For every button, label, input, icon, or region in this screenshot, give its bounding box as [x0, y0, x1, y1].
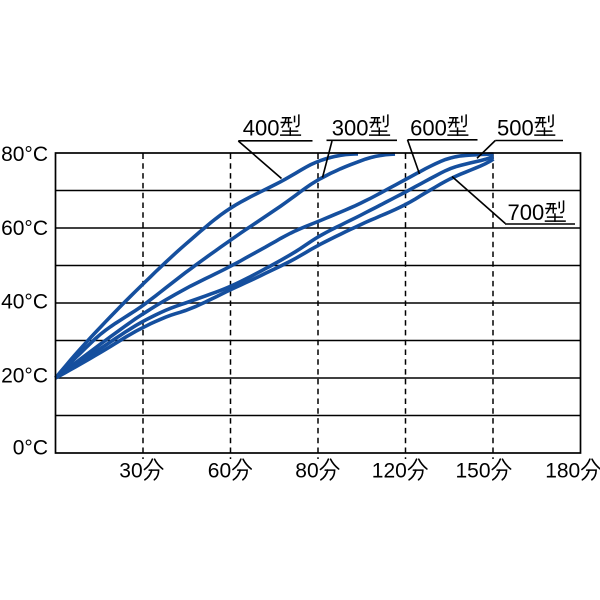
- svg-text:300: 300: [332, 116, 369, 141]
- svg-text:40°C: 40°C: [1, 291, 48, 314]
- svg-text:400: 400: [243, 116, 280, 141]
- svg-text:150: 150: [456, 460, 491, 483]
- svg-text:600: 600: [410, 116, 447, 141]
- svg-text:80: 80: [295, 460, 318, 483]
- svg-text:0°C: 0°C: [13, 437, 48, 460]
- svg-text:700: 700: [508, 200, 545, 225]
- svg-text:20°C: 20°C: [1, 364, 48, 387]
- svg-text:80°C: 80°C: [1, 143, 48, 166]
- svg-text:60: 60: [208, 460, 231, 483]
- svg-text:30: 30: [119, 460, 142, 483]
- svg-text:120: 120: [372, 460, 407, 483]
- svg-text:500: 500: [497, 116, 534, 141]
- svg-text:180: 180: [545, 460, 580, 483]
- svg-text:60°C: 60°C: [1, 217, 48, 240]
